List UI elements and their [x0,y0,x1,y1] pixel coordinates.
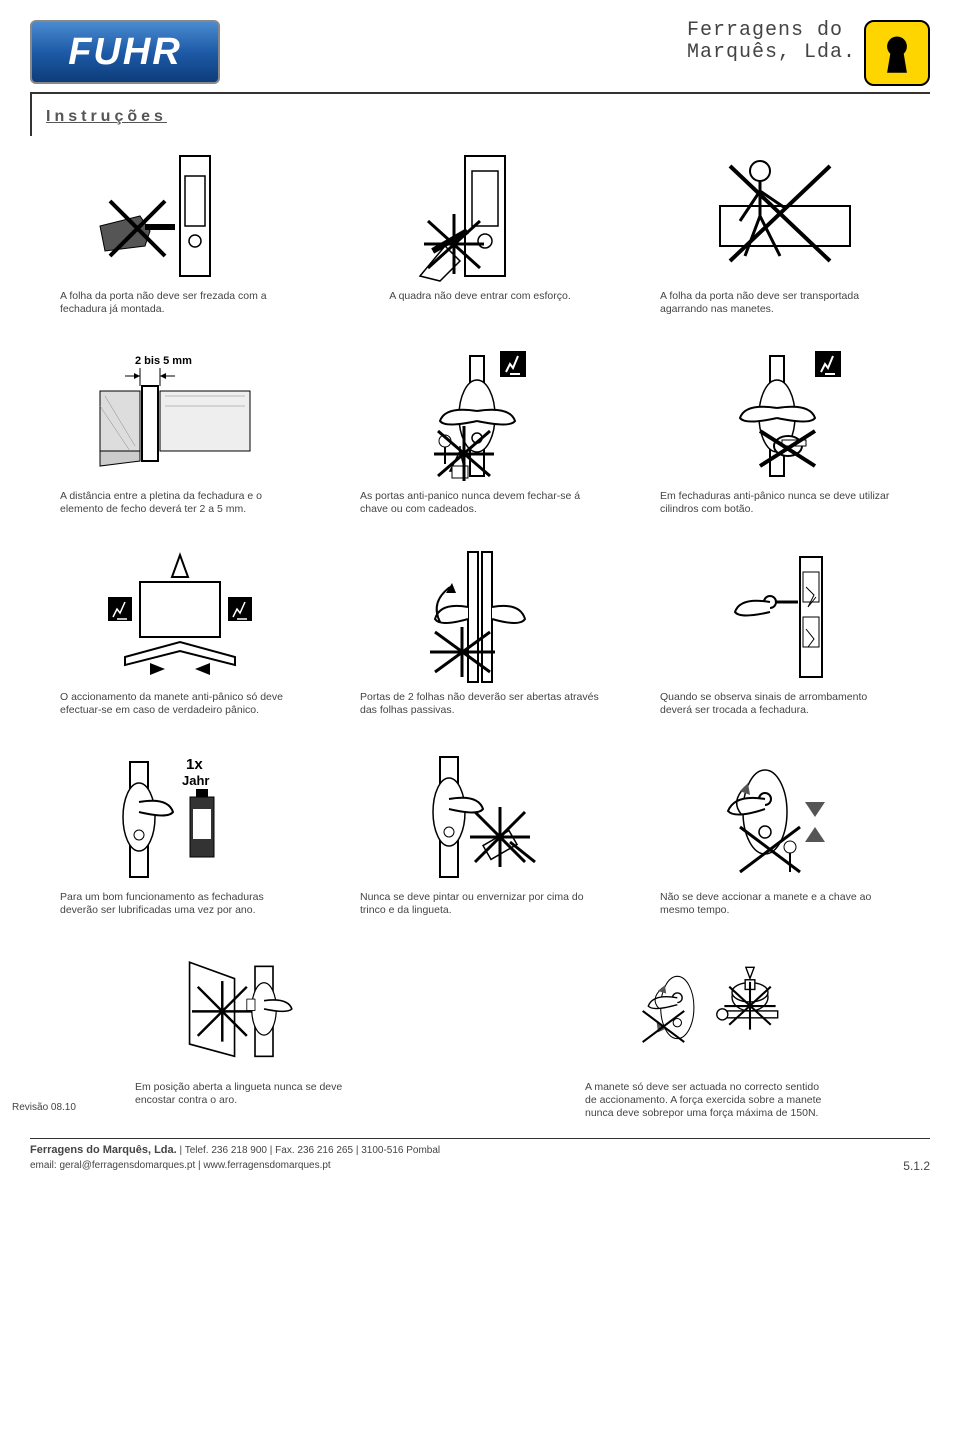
page-header: FUHR Ferragens do Marquês, Lda. [30,20,930,86]
footer-contact: Ferragens do Marquês, Lda. | Telef. 236 … [30,1143,440,1172]
caption-r3c1: O accionamento da manete anti-pânico só … [60,691,300,717]
caption-r4c1: Para um bom funcionamento as fechaduras … [60,891,300,917]
company-line1: Ferragens do [687,20,856,42]
illus-carry-door [690,146,870,286]
website: www.ferragensdomarques.pt [203,1160,330,1171]
revision-label: Revisão 08.10 [12,1102,76,1113]
postal: 3100-516 Pombal [361,1145,440,1156]
cell-r1c3: A folha da porta não deve ser transporta… [650,146,910,316]
illus-burglary-signs [690,547,870,687]
cell-r3c2: Portas de 2 folhas não deverão ser abert… [350,547,610,717]
svg-text:1x: 1x [186,756,203,773]
cell-r4c2: Nunca se deve pintar ou envernizar por c… [350,747,610,917]
tel-number: 236 218 900 [211,1145,267,1156]
company-block: Ferragens do Marquês, Lda. [687,20,930,86]
caption-r5c1: Em posição aberta a lingueta nunca se de… [135,1081,375,1107]
fax-label: Fax. [275,1145,294,1156]
caption-r2c2: As portas anti-panico nunca devem fechar… [360,490,600,516]
caption-r1c1: A folha da porta não deve ser frezada co… [60,290,300,316]
illus-double-leaf [390,547,570,687]
fax-number: 236 216 265 [297,1145,353,1156]
page-number: 5.1.2 [903,1159,930,1173]
footer-company: Ferragens do Marquês, Lda. [30,1144,177,1156]
tel-label: Telef. [185,1145,209,1156]
page-footer: Ferragens do Marquês, Lda. | Telef. 236 … [30,1138,930,1172]
caption-r2c1: A distância entre a pletina da fechadura… [60,490,300,516]
fuhr-logo-text: FUHR [68,31,182,74]
cell-r1c2: A quadra não deve entrar com esforço. [350,146,610,316]
illus-lubricate: 1x Jahr [90,747,270,887]
cell-r2c2: As portas anti-panico nunca devem fechar… [350,346,610,516]
illus-drill-lock [90,146,270,286]
illus-panic-use [90,547,270,687]
caption-r5c2: A manete só deve ser actuada no correcto… [585,1081,825,1120]
illus-no-key-lock [390,346,570,486]
fuhr-logo: FUHR [30,20,220,84]
instructions-grid: A folha da porta não deve ser frezada co… [30,146,930,917]
cell-r5c1: Em posição aberta a lingueta nunca se de… [70,937,440,1120]
illus-no-thumbturn [690,346,870,486]
illus-no-handle-key [690,747,870,887]
cell-r3c1: O accionamento da manete anti-pânico só … [50,547,310,717]
cell-r2c3: Em fechaduras anti-pânico nunca se deve … [650,346,910,516]
caption-r4c3: Não se deve accionar a manete e a chave … [660,891,900,917]
dim-label: 2 bis 5 mm [135,355,192,367]
caption-r1c2: A quadra não deve entrar com esforço. [389,290,571,303]
instructions-last-row: Em posição aberta a lingueta nunca se de… [30,937,930,1120]
email-label: email: [30,1160,57,1171]
caption-r1c3: A folha da porta não deve ser transporta… [660,290,900,316]
cell-r2c1: 2 bis 5 mm A distância entre a pletina d… [50,346,310,516]
cell-r3c3: Quando se observa sinais de arrombamento… [650,547,910,717]
keyhole-badge [864,20,930,86]
caption-r4c2: Nunca se deve pintar ou envernizar por c… [360,891,600,917]
svg-text:Jahr: Jahr [182,773,209,788]
section-title-wrap: Instruções [30,94,930,136]
cell-r1c1: A folha da porta não deve ser frezada co… [50,146,310,316]
caption-r3c3: Quando se observa sinais de arrombamento… [660,691,900,717]
caption-r3c2: Portas de 2 folhas não deverão ser abert… [360,691,600,717]
illus-no-paint [390,747,570,887]
keyhole-icon [875,31,919,75]
illus-gap-2-5mm: 2 bis 5 mm [90,346,270,486]
illus-latch-frame [165,937,345,1077]
cell-r4c1: 1x Jahr Para um bom funcionamento as fec… [50,747,310,917]
illus-spindle [390,146,570,286]
illus-handle-force [615,937,795,1077]
cell-r5c2: A manete só deve ser actuada no correcto… [520,937,890,1120]
email: geral@ferragensdomarques.pt [59,1160,195,1171]
cell-r4c3: Não se deve accionar a manete e a chave … [650,747,910,917]
section-title: Instruções [46,108,930,126]
caption-r2c3: Em fechaduras anti-pânico nunca se deve … [660,490,900,516]
company-name: Ferragens do Marquês, Lda. [687,20,856,64]
company-line2: Marquês, Lda. [687,42,856,64]
